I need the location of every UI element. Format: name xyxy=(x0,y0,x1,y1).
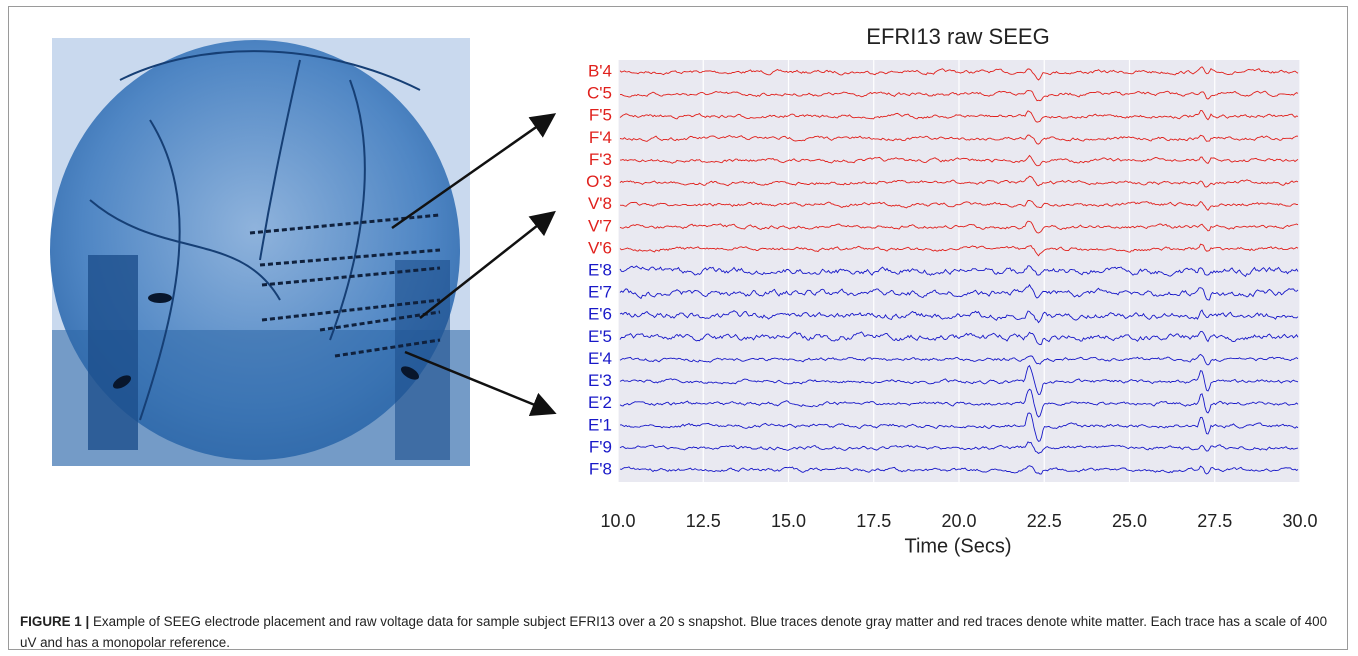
x-axis-label: Time (Secs) xyxy=(904,535,1011,557)
channel-label: O'3 xyxy=(586,172,612,191)
caption: FIGURE 1 | Example of SEEG electrode pla… xyxy=(20,611,1338,653)
trace xyxy=(619,364,1299,395)
figure-frame xyxy=(8,6,1348,650)
channel-label: E'4 xyxy=(588,349,612,368)
channel-label: E'8 xyxy=(588,260,612,279)
channel-label: E'7 xyxy=(588,283,612,302)
trace xyxy=(620,154,1299,167)
channel-label: E'3 xyxy=(588,371,612,390)
x-tick-label: 22.5 xyxy=(1027,511,1062,531)
caption-label: FIGURE 1 | xyxy=(20,614,90,629)
x-tick-label: 10.0 xyxy=(600,511,635,531)
channel-label: B'4 xyxy=(588,61,612,80)
xray-image xyxy=(50,38,470,466)
channel-label: E'5 xyxy=(588,327,612,346)
channel-label: F'3 xyxy=(589,150,612,169)
x-tick-label: 25.0 xyxy=(1112,511,1147,531)
trace xyxy=(619,243,1299,257)
channel-label: E'1 xyxy=(588,415,612,434)
trace xyxy=(619,134,1299,145)
caption-text: Example of SEEG electrode placement and … xyxy=(20,614,1328,650)
trace xyxy=(619,220,1299,234)
trace xyxy=(619,309,1299,324)
x-tick-label: 20.0 xyxy=(941,511,976,531)
trace xyxy=(619,175,1299,188)
x-tick-label: 15.0 xyxy=(771,511,806,531)
trace xyxy=(619,412,1299,442)
trace xyxy=(619,441,1299,454)
channel-label: F'4 xyxy=(589,128,612,147)
x-tick-label: 27.5 xyxy=(1197,511,1232,531)
channel-label: E'6 xyxy=(588,305,612,324)
x-tick-label: 12.5 xyxy=(686,511,721,531)
channel-label: E'2 xyxy=(588,393,612,412)
trace xyxy=(619,66,1299,81)
trace xyxy=(619,110,1299,123)
trace xyxy=(619,90,1299,102)
chart-title: EFRI13 raw SEEG xyxy=(866,24,1049,49)
channel-label: V'6 xyxy=(588,238,612,257)
channel-label: F'9 xyxy=(589,437,612,456)
trace xyxy=(619,283,1299,301)
channel-label: F'8 xyxy=(589,459,612,478)
trace xyxy=(619,388,1299,418)
x-tick-label: 30.0 xyxy=(1282,511,1317,531)
trace xyxy=(619,265,1299,278)
channel-label: F'5 xyxy=(589,106,612,125)
channel-label: C'5 xyxy=(587,84,612,103)
trace xyxy=(619,200,1299,211)
channel-label: V'7 xyxy=(588,216,612,235)
figure: 10.0 12.5 15.0 17.5 20.0 22.5 25.0 27.5 30.0 B'4 C… xyxy=(50,24,1318,557)
trace xyxy=(619,353,1299,366)
trace xyxy=(619,330,1299,346)
x-tick-label: 17.5 xyxy=(856,511,891,531)
arrows xyxy=(391,113,557,417)
channel-label: V'8 xyxy=(588,194,612,213)
trace xyxy=(619,465,1299,475)
